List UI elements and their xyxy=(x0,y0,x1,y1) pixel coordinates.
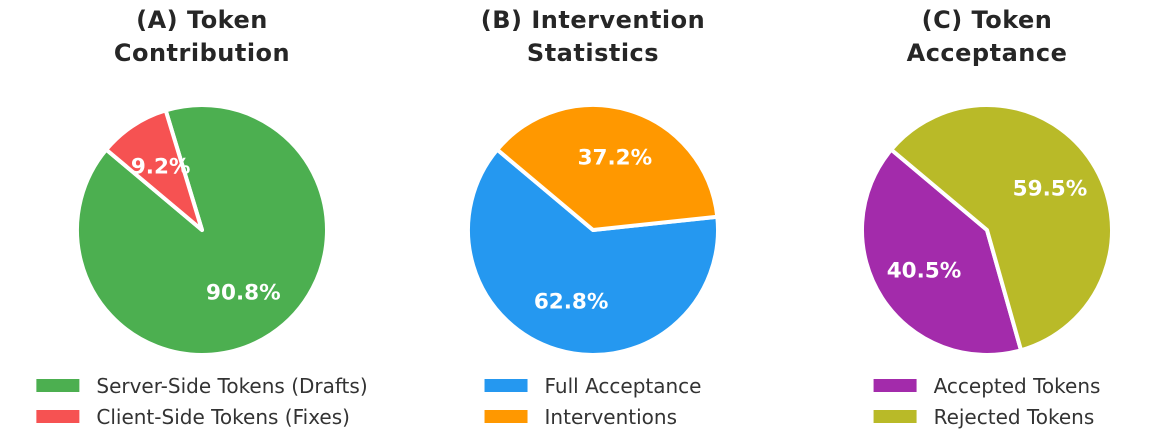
legend-label: Rejected Tokens xyxy=(933,404,1095,429)
legend-b: Full Acceptance Interventions xyxy=(484,370,702,432)
pie-chart-c xyxy=(860,103,1114,357)
panel-token-contribution: (A) Token Contribution 90.8% 9.2% Server-… xyxy=(0,0,404,446)
chart-title-b-line1: (B) Intervention xyxy=(480,6,706,34)
pie-chart-b xyxy=(466,102,720,357)
legend-label: Accepted Tokens xyxy=(933,373,1101,398)
panel-intervention-statistics: (B) Intervention Statistics 62.8% 37.2% F… xyxy=(404,0,782,446)
chart-title-b: (B) Intervention Statistics xyxy=(404,4,782,70)
legend-item: Full Acceptance xyxy=(484,370,702,401)
slice-percent-label: 9.2% xyxy=(130,154,191,180)
chart-title-a-line2: Contribution xyxy=(113,39,291,67)
legend-swatch-accepted xyxy=(873,379,917,392)
legend-label: Interventions xyxy=(544,404,678,429)
slice-percent-label: 40.5% xyxy=(886,258,962,284)
legend-label: Client-Side Tokens (Fixes) xyxy=(96,404,350,429)
chart-title-c-line1: (C) Token xyxy=(921,6,1053,34)
slice-percent-label: 59.5% xyxy=(1012,176,1088,202)
slice-percent-label: 37.2% xyxy=(577,145,653,171)
slice-percent-label: 90.8% xyxy=(206,280,281,306)
legend-swatch-client-side xyxy=(36,410,80,423)
legend-c: Accepted Tokens Rejected Tokens xyxy=(873,370,1101,432)
legend-swatch-rejected xyxy=(873,410,917,423)
legend-item: Accepted Tokens xyxy=(873,370,1101,401)
chart-title-b-line2: Statistics xyxy=(526,39,660,67)
legend-item: Client-Side Tokens (Fixes) xyxy=(36,401,367,432)
chart-title-a-line1: (A) Token xyxy=(136,6,268,34)
pie-chart-a xyxy=(75,103,329,357)
chart-title-a: (A) Token Contribution xyxy=(0,4,404,70)
chart-title-c-line2: Acceptance xyxy=(906,39,1068,67)
legend-swatch-interventions xyxy=(484,410,528,423)
legend-swatch-full-acceptance xyxy=(484,379,528,392)
legend-label: Full Acceptance xyxy=(544,373,702,398)
legend-swatch-server-side xyxy=(36,379,80,392)
panel-token-acceptance: (C) Token Acceptance 40.5% 59.5% Accepted… xyxy=(821,0,1153,446)
legend-label: Server-Side Tokens (Drafts) xyxy=(96,373,368,398)
legend-a: Server-Side Tokens (Drafts) Client-Side … xyxy=(36,370,368,432)
slice-percent-label: 62.8% xyxy=(533,289,609,315)
chart-title-c: (C) Token Acceptance xyxy=(821,4,1153,70)
legend-item: Rejected Tokens xyxy=(873,401,1101,432)
legend-item: Interventions xyxy=(484,401,702,432)
legend-item: Server-Side Tokens (Drafts) xyxy=(36,370,368,401)
